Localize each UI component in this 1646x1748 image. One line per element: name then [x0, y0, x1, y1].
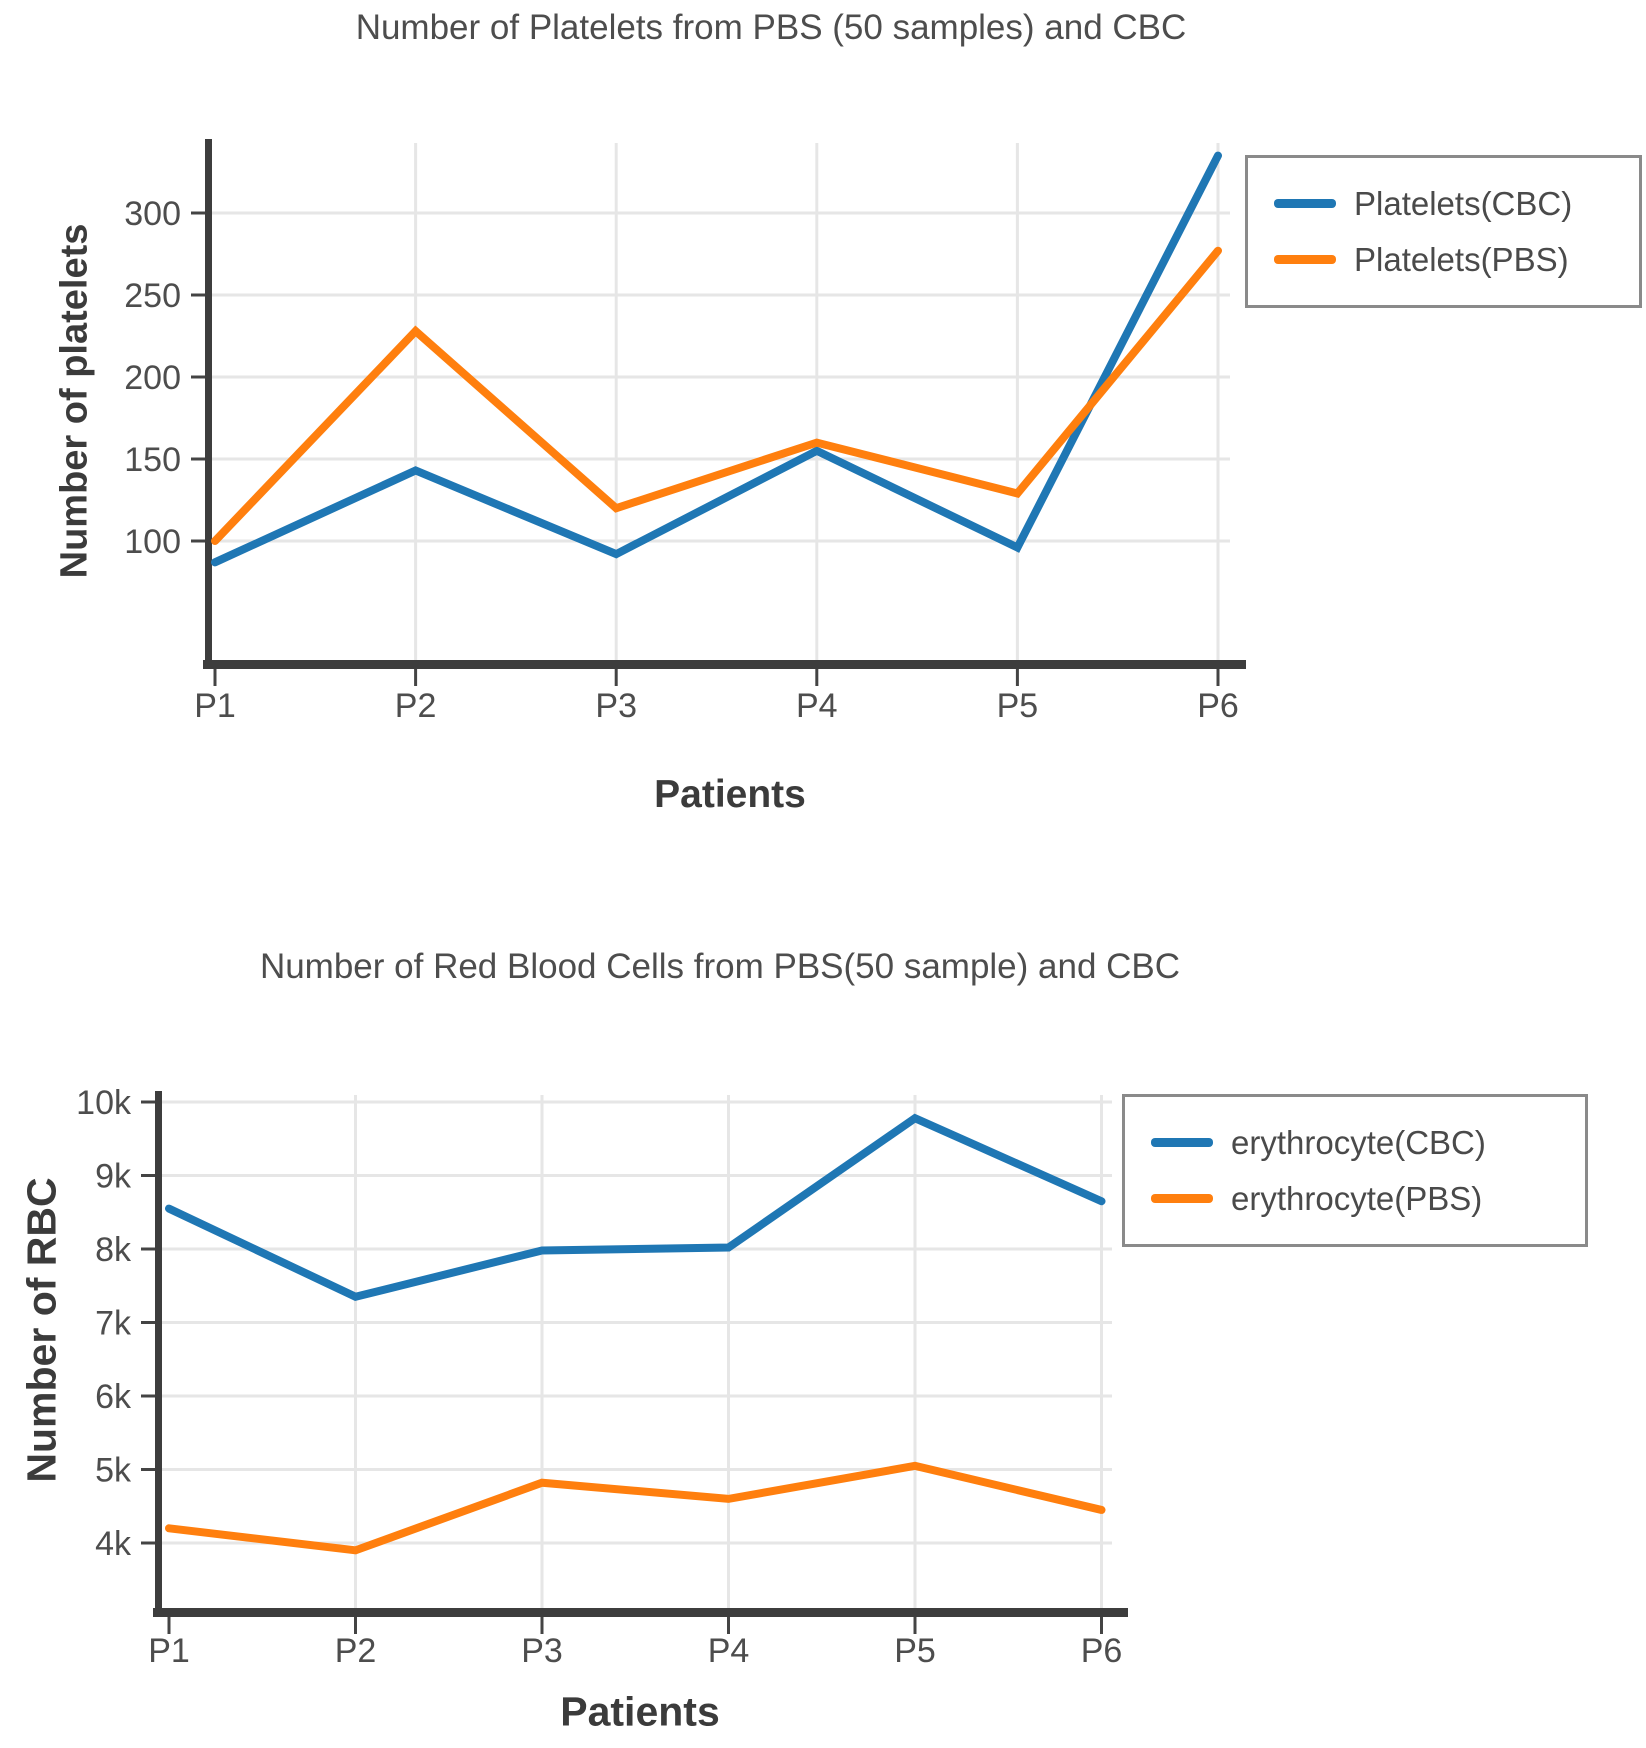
- x-axis-line: [203, 660, 1246, 669]
- legend-line-swatch: [1151, 1194, 1213, 1203]
- series-line-platelets-pbs-: [211, 246, 1222, 545]
- y-tick-label: 200: [124, 359, 181, 397]
- x-tick-label: P3: [521, 1632, 563, 1670]
- legend-label: Platelets(PBS): [1354, 240, 1569, 278]
- x-tick-label: P4: [796, 687, 838, 725]
- x-tick-label: P2: [395, 687, 437, 725]
- legend-label: erythrocyte(CBC): [1231, 1123, 1486, 1161]
- series-line-erythrocyte-pbs-: [165, 1461, 1106, 1555]
- x-tick-label: P3: [595, 687, 637, 725]
- rbc-chart-title: Number of Red Blood Cells from PBS(50 sa…: [259, 947, 1181, 986]
- y-tick-label: 9k: [95, 1158, 132, 1196]
- y-tick-label: 300: [124, 195, 181, 233]
- legend-line-swatch: [1274, 255, 1336, 264]
- platelets-x-axis-title: Patients: [654, 773, 806, 816]
- platelets-chart-title: Number of Platelets from PBS (50 samples…: [355, 8, 1187, 47]
- y-tick-label: 8k: [95, 1231, 132, 1269]
- legend-item: Platelets(PBS): [1274, 241, 1639, 279]
- legend-item: erythrocyte(PBS): [1151, 1180, 1585, 1218]
- x-tick-label: P5: [997, 687, 1039, 725]
- series-line-platelets-cbc-: [211, 151, 1222, 567]
- y-axis-line: [155, 1091, 162, 1612]
- legend-item: Platelets(CBC): [1274, 185, 1639, 223]
- platelets-y-axis-title: Number of platelets: [53, 223, 96, 579]
- legend-label: Platelets(CBC): [1354, 184, 1573, 222]
- series-line-erythrocyte-cbc-: [165, 1113, 1106, 1302]
- x-tick-label: P6: [1197, 687, 1239, 725]
- legend-item: erythrocyte(CBC): [1151, 1124, 1585, 1162]
- y-tick-label: 10k: [76, 1084, 132, 1122]
- x-tick-label: P1: [194, 687, 236, 725]
- x-tick-label: P6: [1081, 1632, 1123, 1670]
- legend-line-swatch: [1274, 199, 1336, 208]
- rbc-legend: erythrocyte(CBC) erythrocyte(PBS): [1122, 1094, 1588, 1247]
- x-tick-label: P5: [894, 1632, 936, 1670]
- y-tick-label: 5k: [95, 1452, 132, 1490]
- x-tick-label: P2: [335, 1632, 377, 1670]
- y-tick-label: 250: [124, 277, 181, 315]
- x-tick-label: P4: [708, 1632, 750, 1670]
- y-axis-line: [205, 139, 212, 664]
- x-axis-line: [153, 1608, 1128, 1617]
- legend-line-swatch: [1151, 1138, 1213, 1147]
- y-tick-label: 100: [124, 523, 181, 561]
- y-tick-label: 6k: [95, 1378, 132, 1416]
- y-tick-label: 150: [124, 441, 181, 479]
- rbc-x-axis-title: Patients: [560, 1688, 720, 1735]
- rbc-y-axis-title: Number of RBC: [18, 1177, 65, 1483]
- y-tick-label: 7k: [95, 1305, 132, 1343]
- platelets-legend: Platelets(CBC) Platelets(PBS): [1245, 155, 1642, 308]
- x-tick-label: P1: [148, 1632, 190, 1670]
- legend-label: erythrocyte(PBS): [1231, 1179, 1483, 1217]
- y-tick-label: 4k: [95, 1525, 132, 1563]
